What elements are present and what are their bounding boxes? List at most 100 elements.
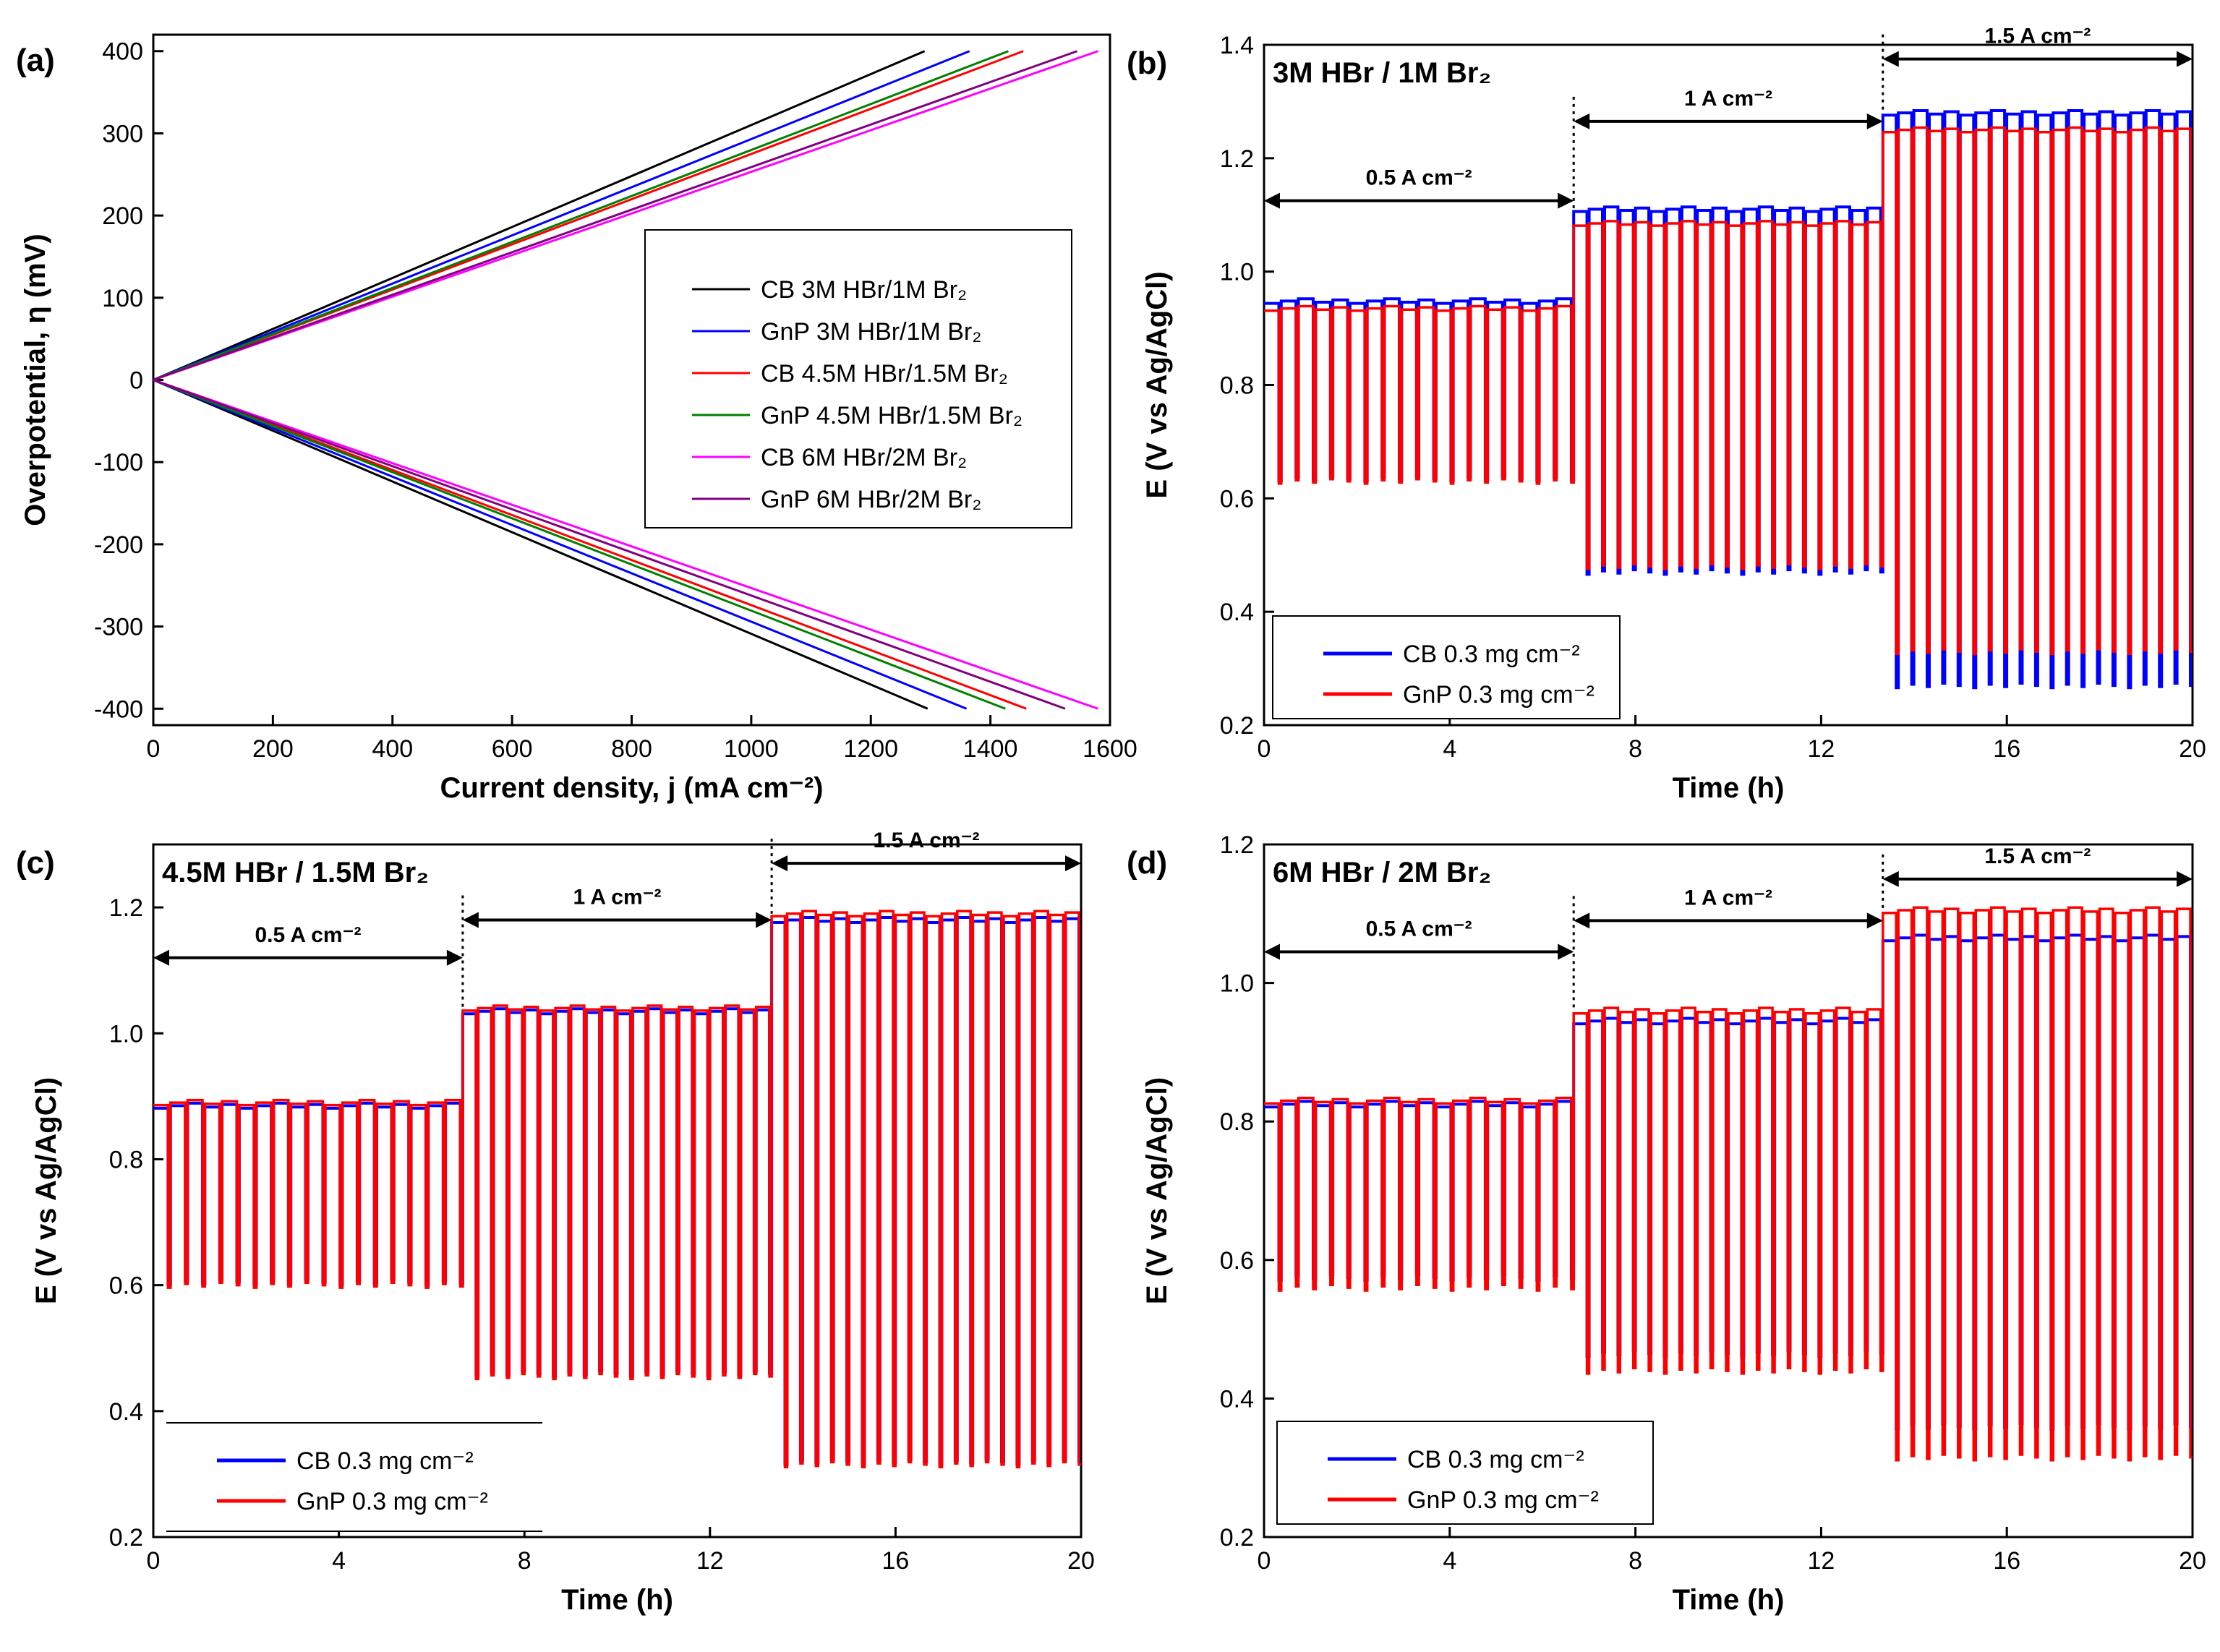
x-tick-label: 8	[1628, 735, 1642, 763]
y-tick-label: -100	[94, 449, 143, 476]
y-tick-label: 0.4	[1220, 1385, 1254, 1413]
y-tick-label: 1.0	[1220, 259, 1254, 286]
arrow-head-right	[1866, 912, 1883, 929]
x-tick-label: 0	[1258, 1547, 1271, 1575]
x-tick-label: 16	[881, 1547, 909, 1575]
arrow-head-left	[1882, 51, 1899, 67]
arrow-head-left	[772, 855, 788, 872]
x-tick-label: 200	[252, 735, 294, 763]
y-tick-label: 0.8	[1220, 1108, 1254, 1136]
x-tick-label: 0	[147, 1547, 161, 1575]
series-line-negative	[153, 379, 1098, 710]
x-tick-label: 1000	[724, 735, 779, 763]
series-line-negative	[153, 379, 1027, 710]
x-tick-label: 12	[1807, 735, 1835, 763]
x-tick-label: 8	[518, 1547, 531, 1575]
y-tick-label: 300	[102, 120, 143, 147]
series-line-positive	[153, 50, 926, 381]
y-tick-label: 1.0	[1220, 970, 1254, 998]
series-line-negative	[153, 379, 928, 710]
x-tick-label: 4	[332, 1547, 346, 1575]
x-tick-label: 16	[1993, 735, 2020, 763]
x-tick-label: 1600	[1083, 735, 1137, 763]
panel-title: 6M HBr / 2M Br₂	[1273, 857, 1491, 889]
arrow-head-right	[1558, 192, 1574, 209]
x-axis-label: Time (h)	[561, 1584, 673, 1616]
legend-entry: CB 4.5M HBr/1.5M Br₂	[761, 360, 1008, 388]
arrow-head-left	[1574, 912, 1590, 929]
y-tick-label: 1.2	[1220, 145, 1254, 173]
y-tick-label: 1.2	[1220, 831, 1254, 859]
y-axis-label: E (V vs Ag/AgCl)	[1141, 1077, 1173, 1304]
arrow-head-right	[1065, 855, 1081, 872]
x-tick-label: 16	[1993, 1547, 2020, 1575]
y-tick-label: -200	[94, 531, 143, 559]
arrow-head-right	[756, 912, 772, 928]
series-line-positive	[153, 50, 1078, 381]
arrow-head-right	[2177, 51, 2193, 67]
y-tick-label: 1.0	[109, 1020, 143, 1048]
x-tick-label: 0	[1258, 735, 1271, 763]
series-line-positive	[153, 50, 1098, 381]
series-line-negative	[153, 379, 1006, 710]
x-tick-label: 20	[1067, 1547, 1095, 1575]
legend-entry: GnP 4.5M HBr/1.5M Br₂	[761, 402, 1023, 429]
y-tick-label: 0.8	[1220, 372, 1254, 400]
legend-box	[644, 229, 1072, 528]
arrow-head-left	[462, 912, 479, 928]
legend-entry: CB 3M HBr/1M Br₂	[761, 276, 967, 304]
annotation-label: 1 A cm⁻²	[1684, 886, 1772, 910]
y-tick-label: 200	[102, 202, 143, 230]
legend-entry: CB 0.3 mg cm⁻²	[296, 1447, 474, 1475]
legend-box	[1272, 615, 1621, 719]
annotation-label: 0.5 A cm⁻²	[1366, 166, 1472, 190]
y-tick-label: 0.2	[1220, 1524, 1254, 1552]
series-line-positive	[153, 50, 970, 381]
x-tick-label: 800	[611, 735, 652, 763]
y-tick-label: 1.4	[1220, 32, 1254, 59]
legend-entry: CB 0.3 mg cm⁻²	[1403, 641, 1580, 668]
x-axis-label: Time (h)	[1673, 1584, 1785, 1616]
arrow-head-left	[1882, 870, 1899, 887]
panel-title: 4.5M HBr / 1.5M Br₂	[162, 857, 429, 889]
y-tick-label: 0.2	[109, 1524, 143, 1552]
x-axis-label: Current density, j (mA cm⁻²)	[440, 772, 823, 804]
x-tick-label: 8	[1628, 1547, 1642, 1575]
series-line-negative	[153, 379, 968, 710]
x-tick-label: 1400	[963, 735, 1018, 763]
y-tick-label: 0.4	[1220, 599, 1254, 626]
y-tick-label: 0.6	[1220, 1247, 1254, 1275]
series-line-positive	[153, 50, 1009, 381]
y-tick-label: -400	[94, 696, 143, 723]
annotation-label: 1 A cm⁻²	[573, 886, 662, 910]
panel-label: (c)	[16, 845, 55, 881]
y-tick-label: 400	[102, 38, 143, 66]
series-line-gnp	[1264, 906, 2193, 1462]
y-tick-label: 0	[129, 367, 143, 395]
arrow-head-right	[2177, 870, 2193, 887]
arrow-head-left	[153, 949, 169, 966]
arrow-head-right	[1558, 943, 1574, 960]
panel-label: (d)	[1127, 845, 1167, 881]
legend-box	[166, 1423, 542, 1531]
panel-label: (b)	[1127, 46, 1167, 81]
legend-entry: GnP 0.3 mg cm⁻²	[296, 1488, 488, 1515]
panel-title: 3M HBr / 1M Br₂	[1273, 57, 1491, 89]
annotation-label: 0.5 A cm⁻²	[1366, 917, 1472, 941]
y-axis-label: E (V vs Ag/AgCl)	[30, 1077, 62, 1304]
annotation-label: 1 A cm⁻²	[1684, 87, 1772, 111]
legend-entry: GnP 6M HBr/2M Br₂	[761, 486, 981, 513]
arrow-head-right	[1866, 113, 1883, 129]
plot-frame-d	[1263, 843, 2194, 1538]
legend-entry: GnP 0.3 mg cm⁻²	[1407, 1486, 1599, 1514]
legend-entry: GnP 0.3 mg cm⁻²	[1403, 681, 1594, 709]
y-tick-label: -300	[94, 614, 143, 641]
legend-entry: CB 6M HBr/2M Br₂	[761, 444, 967, 471]
y-tick-label: 0.6	[1220, 485, 1254, 513]
legend-entry: CB 0.3 mg cm⁻²	[1407, 1446, 1584, 1473]
y-tick-label: 100	[102, 285, 143, 312]
plot-frame-c	[152, 843, 1083, 1538]
arrow-head-left	[1264, 192, 1280, 209]
series-line-gnp	[1264, 126, 2193, 655]
